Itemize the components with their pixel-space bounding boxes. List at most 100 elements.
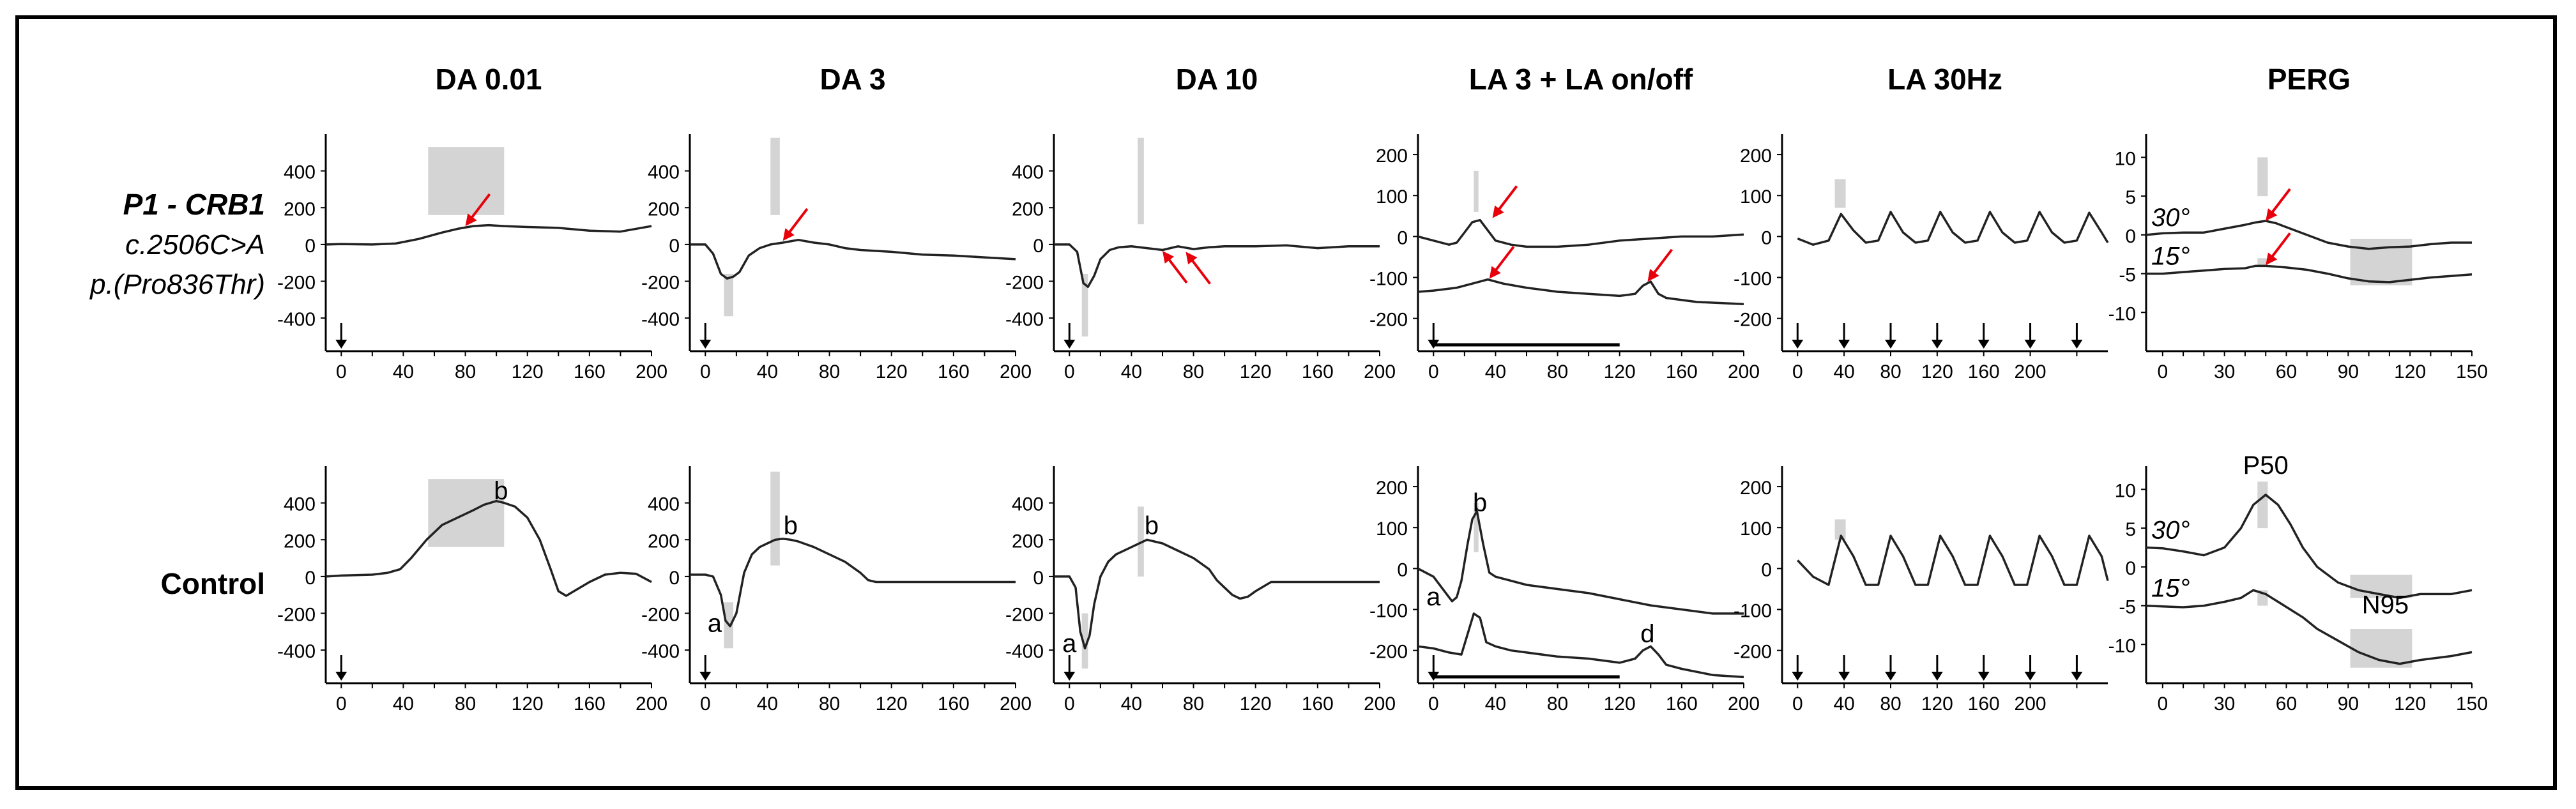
- la3-control-xtick-label-5: 200: [1728, 693, 1760, 714]
- perg-control-series-label-0: 30°: [2151, 517, 2190, 545]
- la3-patient-arrow-head-0: [1492, 205, 1504, 218]
- perg-patient-xtick-label-4: 120: [2394, 361, 2426, 382]
- da10-control-ytick-label-1: 200: [1012, 531, 1044, 552]
- da001-control-ytick-label-2: 0: [305, 568, 316, 589]
- da10-patient-ytick-label-2: 0: [1033, 236, 1044, 257]
- perg-control-xtick-label-0: 0: [2157, 693, 2168, 714]
- perg-control-xtick-label-2: 60: [2276, 693, 2297, 714]
- da001-patient-ytick-label-2: 0: [305, 236, 316, 257]
- da10-patient-xtick-label-3: 120: [1240, 361, 1272, 382]
- la3-patient-ytick-label-0: 200: [1376, 146, 1408, 167]
- perg-patient-ytick-label-3: -5: [2119, 265, 2136, 286]
- row-label-patient-line2: c.2506C>A: [125, 229, 265, 261]
- la30-patient-xtick-label-3: 120: [1921, 361, 1953, 382]
- da001-control-ytick-label-3: -200: [277, 605, 316, 626]
- perg-control-ytick-label-3: -5: [2119, 597, 2136, 618]
- la3-patient-title: LA 3 + LA on/off: [1469, 63, 1693, 96]
- perg-control-shade-3: [2350, 629, 2412, 668]
- da3-patient-xtick-label-5: 200: [1000, 361, 1032, 382]
- da001-control-ytick-label-4: -400: [277, 641, 316, 662]
- la3-patient-xtick-label-4: 160: [1666, 361, 1698, 382]
- perg-patient-xtick-label-0: 0: [2157, 361, 2168, 382]
- da10-control-ytick-label-3: -200: [1005, 605, 1044, 626]
- da3-control-ytick-label-1: 200: [648, 531, 680, 552]
- la30-patient-series-0: [1797, 211, 2109, 246]
- da10-patient-arrow-line-1: [1188, 256, 1212, 285]
- da10-control-ytick-label-0: 400: [1012, 494, 1044, 515]
- la3-control-ytick-label-3: -100: [1369, 601, 1408, 622]
- la3-patient-arrow-line-2: [1650, 248, 1673, 278]
- da3-control-ytick-label-3: -200: [641, 605, 680, 626]
- perg-patient-xtick-label-2: 60: [2276, 361, 2297, 382]
- la3-patient-xtick-label-2: 80: [1547, 361, 1568, 382]
- la3-patient-ytick-label-2: 0: [1397, 227, 1408, 248]
- la30-control-stim-head-3: [1931, 672, 1943, 681]
- la3-patient-arrow-head-2: [1647, 269, 1659, 282]
- la3-control-series-0: [1417, 510, 1744, 615]
- la30-control-ytick-label-2: 0: [1761, 559, 1772, 580]
- da10-control-ytick-label-2: 0: [1033, 568, 1044, 589]
- da3-control-ytick-label-4: -400: [641, 641, 680, 662]
- da3-control-ytick-label-0: 400: [648, 494, 680, 515]
- da10-patient-shade-1: [1138, 137, 1144, 225]
- perg-patient-xtick-label-3: 90: [2338, 361, 2359, 382]
- da3-patient-ytick-label-0: 400: [648, 162, 680, 183]
- da3-control-xtick-label-3: 120: [876, 693, 908, 714]
- la3-patient-xtick-label-1: 40: [1485, 361, 1506, 382]
- da001-patient-stim-head-0: [335, 340, 347, 349]
- la30-control-xtick-label-5: 200: [2015, 693, 2046, 714]
- da10-control-xtick-label-3: 120: [1240, 693, 1272, 714]
- la3-control-xtick-label-0: 0: [1428, 693, 1439, 714]
- da3-patient-title: DA 3: [819, 63, 885, 96]
- la3-patient-series-1: [1417, 278, 1744, 305]
- da3-patient-ytick-label-3: -200: [641, 273, 680, 294]
- la3-control-ytick-label-0: 200: [1376, 478, 1408, 499]
- perg-control-xtick-label-4: 120: [2394, 693, 2426, 714]
- da3-patient-stim-head-0: [699, 340, 712, 349]
- la30-control-ytick-label-3: -100: [1734, 601, 1772, 622]
- la30-control-ytick-label-4: -200: [1734, 642, 1772, 663]
- da001-patient-ytick-label-0: 400: [284, 162, 316, 183]
- da10-patient-ytick-label-3: -200: [1005, 273, 1044, 294]
- da001-patient-xtick-label-1: 40: [393, 361, 414, 382]
- la30-patient-xtick-label-1: 40: [1833, 361, 1854, 382]
- da001-patient-shade-0: [428, 147, 505, 215]
- da001-control-xtick-label-4: 160: [574, 693, 606, 714]
- da10-patient-arrow-head-1: [1185, 252, 1198, 265]
- la30-control-series-0: [1797, 534, 2109, 586]
- perg-control-ytick-label-1: 5: [2125, 519, 2136, 540]
- perg-control-panel: 10 5 0 -5 -10 0 30 60 90 120 150 30° 15° P50 N95: [2108, 451, 2488, 714]
- da001-patient-xtick-label-4: 160: [574, 361, 606, 382]
- la30-control-xtick-label-1: 40: [1833, 693, 1854, 714]
- perg-patient-arrow-line-1: [2268, 232, 2291, 261]
- la3-patient-stim-head-0: [1428, 340, 1440, 349]
- da3-patient-xtick-label-3: 120: [876, 361, 908, 382]
- da3-patient-series-0: [690, 238, 1016, 280]
- da3-control-ytick-label-2: 0: [669, 568, 680, 589]
- la30-control-xtick-label-4: 160: [1968, 693, 2000, 714]
- da3-control-annotation-1: a: [708, 609, 722, 637]
- la30-control-ytick-label-0: 200: [1740, 478, 1772, 499]
- da3-control-xtick-label-0: 0: [700, 693, 711, 714]
- da001-control-xtick-label-1: 40: [393, 693, 414, 714]
- la3-control-stim-head-0: [1428, 672, 1440, 681]
- perg-patient-xtick-label-5: 150: [2456, 361, 2488, 382]
- da10-patient-stim-head-0: [1063, 340, 1076, 349]
- da10-control-annotation-1: a: [1062, 630, 1077, 658]
- la30-control-shade-0: [1834, 519, 1846, 540]
- da10-patient-ytick-label-4: -400: [1005, 309, 1044, 330]
- da001-patient-title: DA 0.01: [435, 63, 542, 96]
- la3-control-series-1: [1417, 612, 1744, 679]
- da10-patient-xtick-label-1: 40: [1121, 361, 1142, 382]
- da10-control-xtick-label-4: 160: [1302, 693, 1334, 714]
- da001-patient-ytick-label-3: -200: [277, 273, 316, 294]
- row-label-patient-line3: p.(Pro836Thr): [89, 269, 265, 300]
- la30-control-stim-head-0: [1792, 672, 1804, 681]
- da001-control-xtick-label-2: 80: [455, 693, 476, 714]
- la3-control-annotation-1: a: [1426, 583, 1441, 611]
- da001-control-stim-head-0: [335, 672, 347, 681]
- da3-patient-shade-1: [770, 137, 780, 215]
- perg-patient-series-label-1: 15°: [2151, 243, 2190, 271]
- la3-patient-arrow-head-1: [1489, 266, 1501, 279]
